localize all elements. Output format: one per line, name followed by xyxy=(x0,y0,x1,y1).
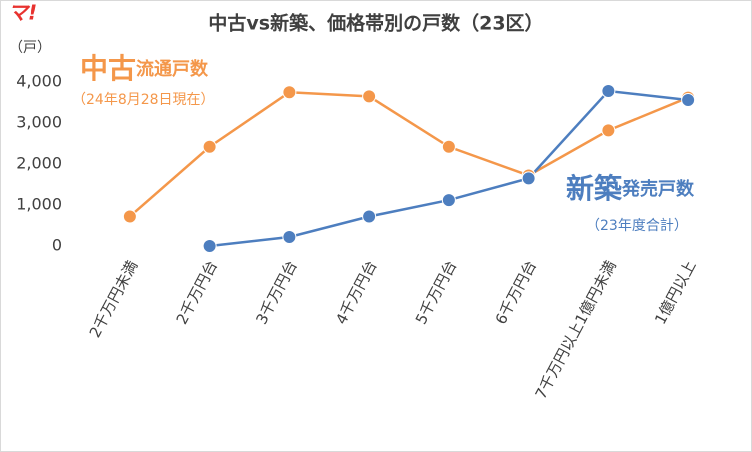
point xyxy=(362,209,377,224)
legend-label: 中古流通戸数 xyxy=(80,52,209,85)
point xyxy=(282,85,297,100)
legend-detail: 発売戸数 xyxy=(621,178,695,200)
point xyxy=(122,209,137,224)
point xyxy=(601,123,616,138)
point xyxy=(362,89,377,104)
legend-note: （23年度合計） xyxy=(586,218,688,234)
point xyxy=(282,229,297,244)
y-tick-label: 3,000 xyxy=(16,113,62,132)
y-axis-label: （戸） xyxy=(9,40,51,56)
legend-name: 中古 xyxy=(80,52,136,85)
y-tick-label: 0 xyxy=(52,236,62,255)
point xyxy=(202,239,217,253)
point xyxy=(441,139,456,154)
legend-note: （24年8月28日現在） xyxy=(72,92,215,108)
y-tick-label: 1,000 xyxy=(16,195,62,214)
chart-title: 中古vs新築、価格帯別の戸数（23区） xyxy=(208,12,543,35)
point xyxy=(681,93,696,108)
point xyxy=(202,139,217,154)
series-line xyxy=(129,90,689,218)
logo: マ! xyxy=(8,1,37,25)
legend-name: 新築 xyxy=(566,172,623,205)
point xyxy=(441,193,456,208)
point xyxy=(521,171,536,186)
y-tick-label: 4,000 xyxy=(16,72,62,91)
point xyxy=(601,84,616,99)
legend-detail: 流通戸数 xyxy=(136,58,209,80)
y-tick-label: 2,000 xyxy=(16,154,62,173)
legend-label: 新築発売戸数 xyxy=(566,172,695,205)
